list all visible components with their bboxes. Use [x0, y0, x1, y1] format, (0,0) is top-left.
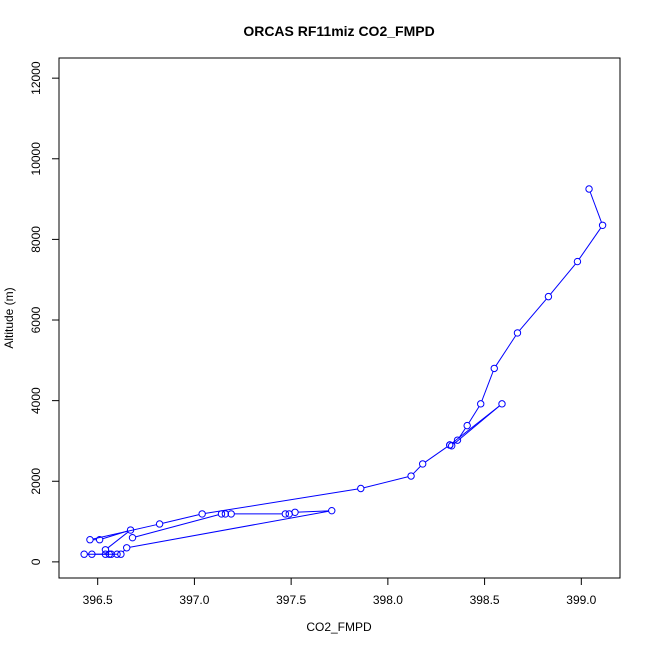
plot-frame	[58, 57, 621, 579]
data-point	[463, 421, 471, 430]
series-line-segment	[363, 476, 409, 489]
data-point	[105, 550, 113, 558]
data-point	[227, 510, 235, 518]
series-line-segment	[129, 510, 329, 548]
series-line-segment	[451, 405, 500, 444]
y-axis: 0 2000 4000 6000 8000 10000 12000	[29, 61, 59, 565]
series-line-segment	[519, 298, 547, 331]
series-line-segment	[481, 371, 494, 402]
data-point	[281, 510, 290, 518]
data-point	[128, 533, 137, 542]
series-line-segment	[107, 531, 129, 549]
series-line-segment	[412, 465, 421, 475]
data-point	[407, 472, 415, 480]
data-point	[221, 510, 230, 518]
series-line-segment	[102, 530, 128, 540]
series-line-segment	[425, 446, 448, 463]
data-point	[88, 550, 96, 558]
data-point	[101, 546, 110, 554]
series-line-segment	[589, 191, 602, 223]
data-point	[490, 364, 498, 373]
series-line-segment	[458, 428, 466, 438]
series-line-segment	[135, 514, 219, 538]
data-point	[117, 550, 125, 558]
data-point	[155, 520, 164, 528]
data-point	[95, 536, 104, 544]
series-line-segment	[205, 488, 358, 514]
series-line-segment	[468, 406, 480, 424]
series-layer	[80, 185, 607, 558]
x-tick-label: 398.0	[373, 593, 403, 607]
data-point	[107, 550, 115, 558]
series-line-segment	[578, 227, 602, 260]
x-tick-label: 397.5	[276, 593, 306, 607]
data-point	[86, 536, 94, 544]
data-point	[498, 400, 506, 408]
x-tick-label: 396.5	[83, 593, 113, 607]
data-point	[418, 460, 427, 468]
x-tick-label: 397.0	[179, 593, 209, 607]
y-tick-label: 8000	[29, 226, 43, 253]
series-line-segment	[495, 335, 517, 366]
y-tick-label: 12000	[29, 61, 43, 95]
data-point	[285, 510, 293, 518]
data-point	[357, 484, 365, 493]
data-point	[598, 221, 607, 229]
data-point	[573, 257, 582, 266]
data-point	[126, 526, 135, 534]
data-point	[477, 400, 485, 408]
data-point	[513, 329, 522, 337]
data-point	[217, 510, 226, 518]
y-tick-label: 4000	[29, 387, 43, 414]
chart-title: ORCAS RF11miz CO2_FMPD	[243, 23, 434, 39]
y-axis-label: Altitude (m)	[2, 287, 16, 348]
y-tick-label: 6000	[29, 306, 43, 333]
x-tick-label: 399.0	[566, 593, 596, 607]
data-point	[453, 436, 462, 444]
y-tick-label: 10000	[29, 142, 43, 176]
data-point	[585, 185, 593, 193]
data-point	[101, 550, 110, 558]
y-tick-label: 0	[29, 558, 43, 565]
x-axis-label: CO2_FMPD	[306, 620, 372, 634]
data-point	[446, 441, 454, 449]
data-point	[123, 544, 131, 552]
y-tick-label: 2000	[29, 468, 43, 495]
x-axis: 396.5 397.0 397.5 398.0 398.5 399.0	[83, 578, 597, 607]
data-point	[113, 550, 121, 558]
series-line-segment	[162, 514, 200, 524]
series-line-segment	[550, 263, 576, 295]
data-point	[544, 292, 553, 301]
series-line-segment	[298, 510, 329, 513]
x-tick-label: 398.5	[470, 593, 500, 607]
data-point	[328, 506, 336, 515]
data-point	[80, 550, 88, 558]
data-point	[198, 510, 206, 518]
